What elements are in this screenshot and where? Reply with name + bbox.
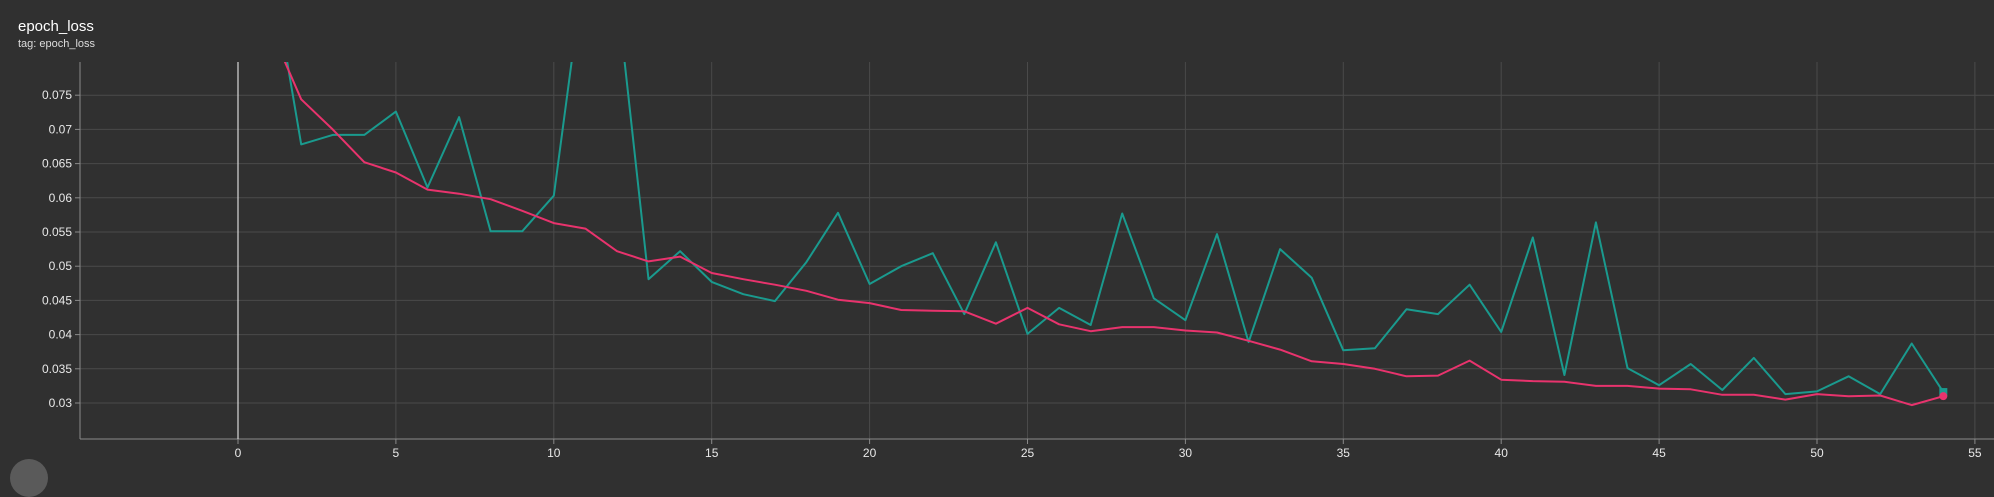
x-tick-label: 5 [393, 446, 400, 460]
y-tick-label: 0.04 [49, 328, 73, 342]
grid-layer [80, 62, 1994, 439]
chart-title: epoch_loss [18, 18, 94, 35]
x-tick-label: 10 [547, 446, 561, 460]
tick-labels: 0.03 0.035 0.04 0.045 0.05 0.055 0.06 0.065 0.07… [42, 88, 1982, 460]
y-tick-label: 0.06 [49, 191, 73, 205]
y-tick-label: 0.055 [42, 225, 72, 239]
x-tick-label: 55 [1968, 446, 1982, 460]
y-tick-label: 0.07 [49, 122, 73, 136]
axis-layer [75, 62, 1994, 444]
series-endpoint-1 [1939, 388, 1948, 397]
x-tick-label: 0 [235, 446, 242, 460]
x-tick-label: 30 [1179, 446, 1193, 460]
line-chart[interactable]: 0.03 0.035 0.04 0.045 0.05 0.055 0.06 0.065 0.07… [0, 0, 1994, 467]
y-tick-label: 0.03 [49, 396, 73, 410]
x-tick-label: 50 [1810, 446, 1824, 460]
y-tick-label: 0.045 [42, 293, 72, 307]
x-tick-label: 25 [1021, 446, 1035, 460]
x-tick-label: 20 [863, 446, 877, 460]
x-tick-label: 45 [1652, 446, 1666, 460]
y-tick-label: 0.035 [42, 362, 72, 376]
fit-domain-button[interactable] [10, 459, 48, 497]
x-tick-label: 40 [1495, 446, 1509, 460]
x-tick-label: 35 [1337, 446, 1351, 460]
y-tick-label: 0.075 [42, 88, 72, 102]
series-endpoint-2 [1939, 392, 1948, 401]
series-line-2 [283, 62, 1944, 407]
y-tick-label: 0.05 [49, 259, 73, 273]
series-line-1 [286, 62, 1945, 396]
chart-subtitle: tag: epoch_loss [18, 38, 96, 50]
y-tick-label: 0.065 [42, 157, 72, 171]
x-tick-label: 15 [705, 446, 719, 460]
series-layer [283, 62, 1948, 407]
